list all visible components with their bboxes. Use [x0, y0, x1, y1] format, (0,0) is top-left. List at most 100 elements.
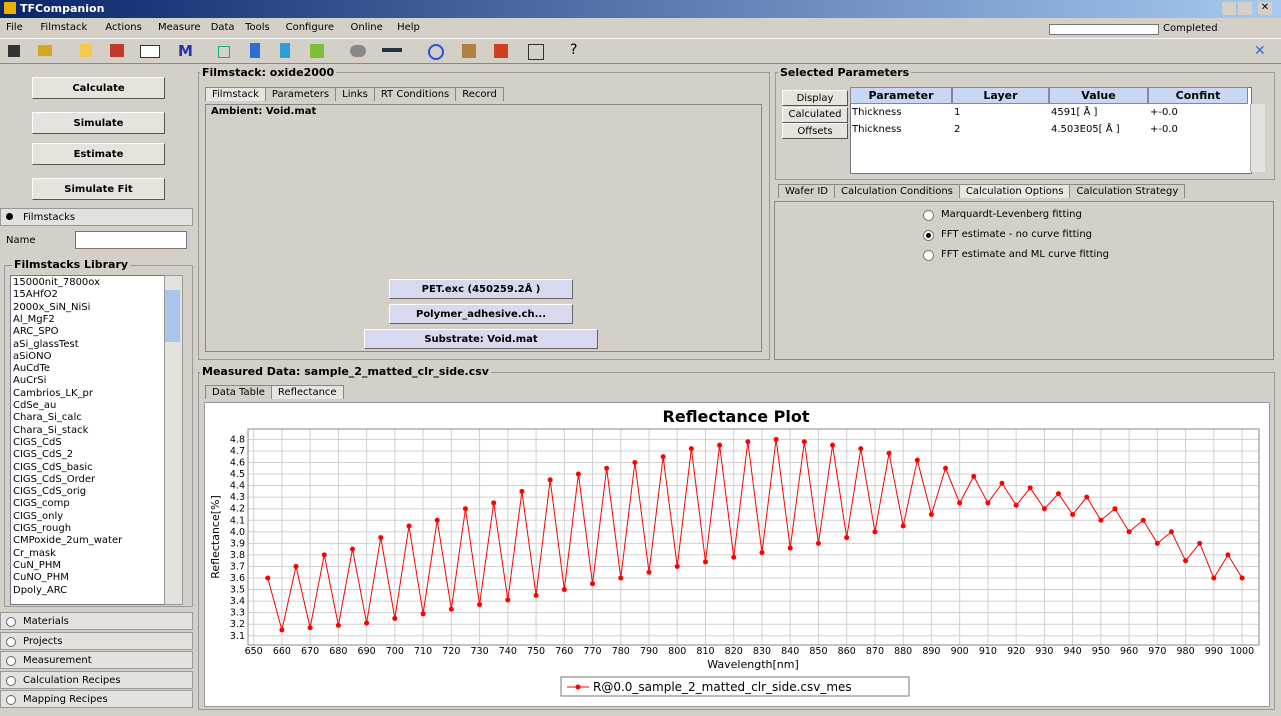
side-button[interactable]: Display	[782, 90, 848, 106]
tab[interactable]: Calculation Conditions	[834, 184, 960, 198]
layer-button[interactable]: Substrate: Void.mat	[364, 329, 598, 349]
data-point	[462, 506, 468, 512]
library-item[interactable]: 2000x_SiN_NiSi	[13, 301, 91, 313]
tool-icon[interactable]	[350, 45, 366, 57]
name-input[interactable]	[75, 231, 187, 249]
save-icon[interactable]	[8, 45, 20, 57]
tab[interactable]: Reflectance	[270, 385, 344, 399]
library-item[interactable]: AuCrSi	[13, 375, 47, 387]
library-item[interactable]: Chara_Si_stack	[13, 424, 89, 436]
radio[interactable]	[923, 250, 934, 261]
radio[interactable]	[6, 636, 16, 647]
library-item[interactable]: Cr_mask	[13, 547, 56, 559]
tab[interactable]: Filmstack	[205, 87, 266, 101]
library-item[interactable]: aSiONO	[13, 350, 52, 362]
library-item[interactable]: CIGS_CdS_2	[13, 449, 74, 461]
help-tool[interactable]: ?	[570, 42, 578, 58]
library-item[interactable]: AuCdTe	[13, 363, 51, 375]
side-button[interactable]: Offsets	[782, 123, 848, 139]
down-icon[interactable]	[250, 43, 260, 58]
action-button[interactable]: Simulate Fit	[32, 178, 165, 200]
radio[interactable]	[923, 210, 934, 221]
library-item[interactable]: CMPoxide_2um_water	[13, 535, 123, 547]
library-item[interactable]: CIGS_CdS_Order	[13, 473, 96, 485]
x-tick-label: 710	[414, 646, 432, 657]
data-point	[1055, 491, 1061, 497]
tab[interactable]: Data Table	[205, 385, 272, 399]
tool-icon[interactable]	[80, 44, 92, 57]
tool-icon[interactable]	[110, 44, 124, 57]
library-item[interactable]: Chara_Si_calc	[13, 412, 82, 424]
x-tick-label: 670	[301, 646, 319, 657]
estimate-icon[interactable]	[428, 44, 444, 60]
menu-item[interactable]: Help	[397, 22, 420, 33]
close-tool[interactable]: ✕	[1254, 43, 1266, 59]
library-item[interactable]: Cambrios_LK_pr	[13, 387, 94, 399]
library-item[interactable]: CIGS_CdS_basic	[13, 461, 93, 473]
x-tick-label: 730	[470, 646, 488, 657]
tab[interactable]: Calculation Options	[958, 184, 1071, 198]
tab[interactable]: Record	[455, 87, 504, 101]
tool-icon[interactable]	[528, 44, 544, 60]
action-button[interactable]: Simulate	[32, 112, 165, 134]
radio[interactable]	[6, 695, 16, 705]
library-item[interactable]: CIGS_only	[13, 510, 64, 522]
radio[interactable]	[6, 656, 16, 666]
library-item[interactable]: ARC_SPO	[13, 326, 59, 338]
radio[interactable]	[6, 617, 16, 627]
menu-item[interactable]: Configure	[285, 22, 335, 33]
simulate-icon[interactable]	[382, 48, 402, 52]
scrollbar[interactable]	[1250, 104, 1265, 172]
library-item[interactable]: CuNO_PHM	[13, 572, 69, 584]
menu-item[interactable]: Measure	[158, 22, 201, 33]
tab[interactable]: RT Conditions	[373, 87, 457, 101]
tool-icon[interactable]	[140, 45, 160, 58]
x-tick-label: 750	[527, 646, 545, 657]
menu-item[interactable]: Online	[350, 22, 383, 33]
bottom-tab[interactable]: Measurement	[0, 651, 193, 669]
layer-button[interactable]: PET.exc (450259.2Å )	[389, 279, 573, 299]
tab[interactable]: Wafer ID	[778, 184, 835, 198]
bottom-tab[interactable]: Projects	[0, 631, 193, 650]
action-button[interactable]: Estimate	[32, 143, 165, 165]
open-icon[interactable]	[38, 45, 52, 56]
minimize[interactable]	[1222, 2, 1236, 15]
layer-button[interactable]: Polymer_adhesive.ch...	[389, 304, 573, 324]
tab[interactable]: Links	[335, 87, 375, 101]
up-icon[interactable]	[280, 43, 290, 58]
tab[interactable]: Parameters	[264, 87, 337, 101]
filmstacks-tab[interactable]: Filmstacks	[0, 208, 193, 226]
library-item[interactable]: 15AHfO2	[13, 289, 58, 301]
library-item[interactable]: CdSe_au	[13, 400, 57, 411]
library-item[interactable]: Al_MgF2	[13, 313, 55, 325]
menu-item[interactable]: Actions	[105, 22, 142, 33]
radio[interactable]	[6, 675, 16, 686]
close[interactable]: ✕	[1258, 2, 1272, 15]
menu-item[interactable]: Data	[210, 22, 235, 33]
library-item[interactable]: CIGS_CdS_orig	[13, 486, 87, 498]
tool-icon[interactable]	[218, 46, 230, 58]
bottom-tab[interactable]: Materials	[0, 612, 193, 630]
library-scroll[interactable]	[164, 275, 183, 605]
tool-icon[interactable]	[310, 44, 324, 58]
tool-icon[interactable]	[462, 44, 476, 58]
menu-item[interactable]: Tools	[245, 22, 270, 33]
library-item[interactable]: CIGS_rough	[13, 523, 72, 534]
library-item[interactable]: CuN_PHM	[13, 559, 61, 571]
maximize[interactable]	[1238, 2, 1252, 15]
m-tool[interactable]: M	[178, 42, 193, 60]
menu-item[interactable]: File	[6, 22, 23, 33]
scroll-thumb[interactable]	[165, 290, 180, 342]
library-item[interactable]: Dpoly_ARC	[13, 584, 68, 596]
library-item[interactable]: CIGS_comp	[13, 498, 70, 510]
tab[interactable]: Calculation Strategy	[1069, 184, 1186, 198]
library-item[interactable]: 15000nit_7800ox	[13, 277, 101, 288]
bottom-tab[interactable]: Calculation Recipes	[0, 670, 193, 689]
action-button[interactable]: Calculate	[32, 77, 165, 99]
library-item[interactable]: CIGS_CdS	[13, 436, 62, 448]
library-item[interactable]: aSi_glassTest	[13, 338, 79, 350]
tool-icon[interactable]	[494, 44, 508, 58]
menu-item[interactable]: Filmstack	[40, 22, 88, 33]
side-button[interactable]: Calculated	[782, 106, 848, 123]
bottom-tab[interactable]: Mapping Recipes	[0, 690, 193, 708]
